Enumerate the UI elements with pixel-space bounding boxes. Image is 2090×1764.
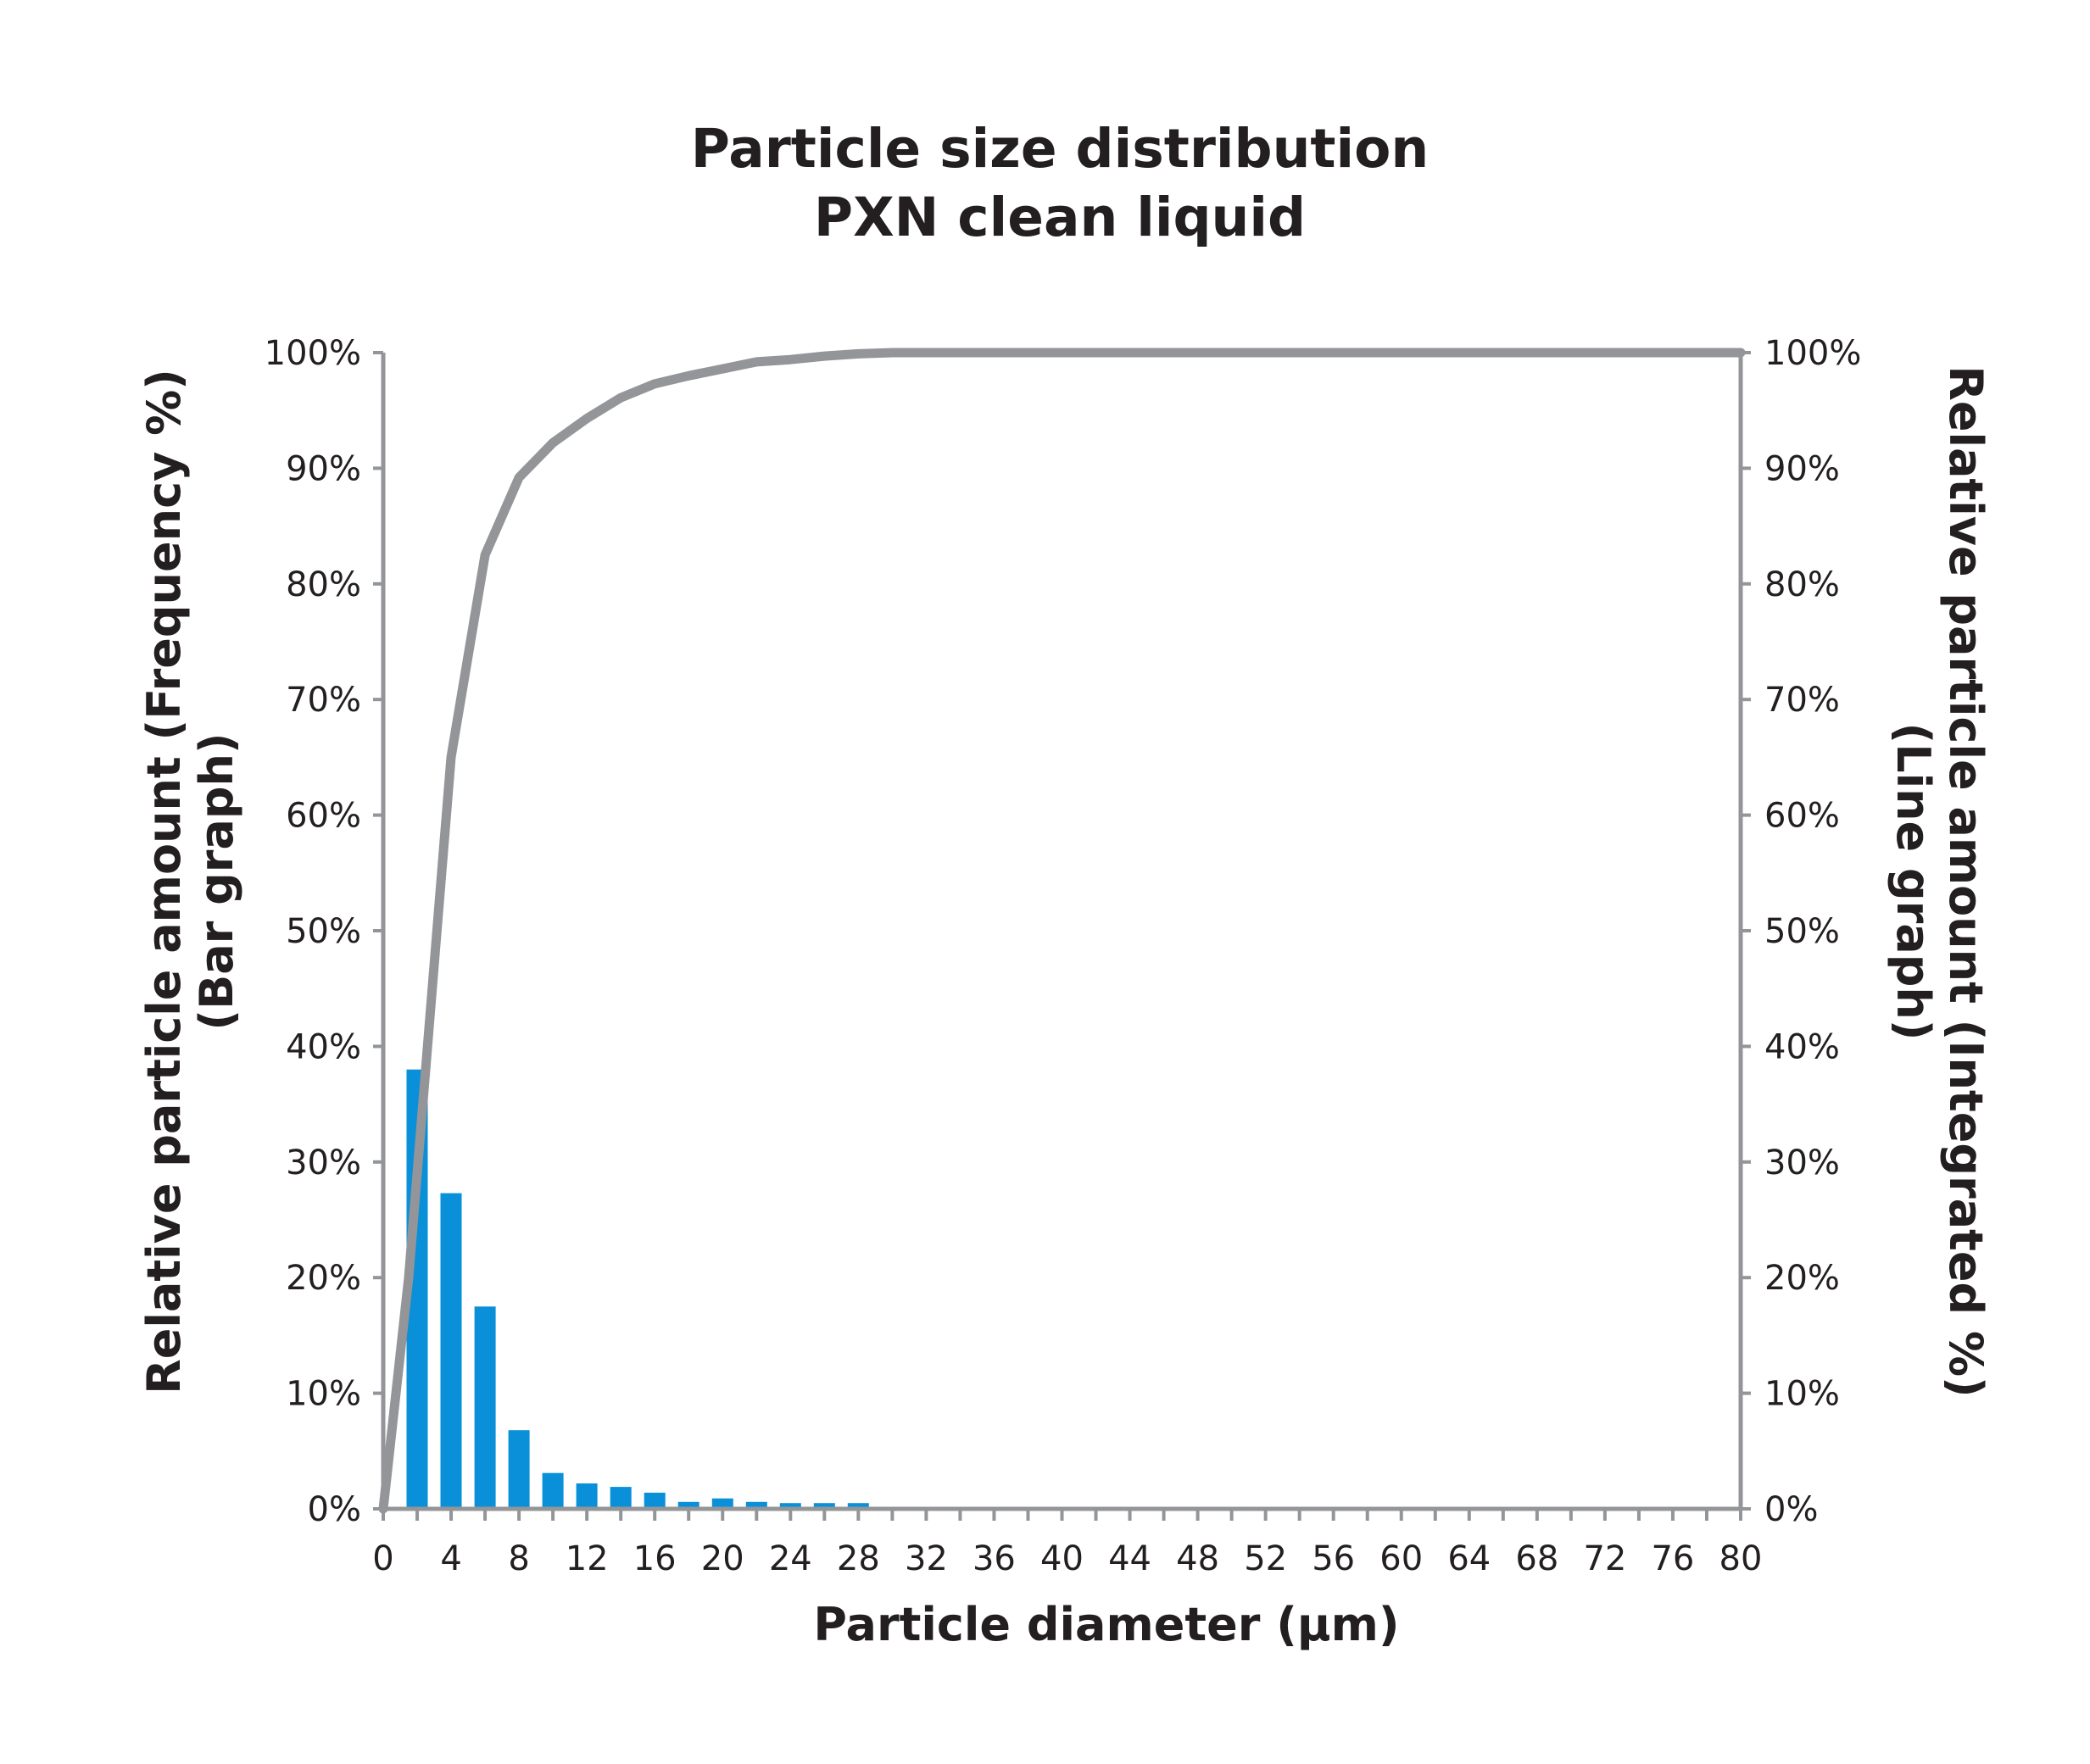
x-tick-label: 56 (1312, 1539, 1355, 1578)
left-y-tick-label: 90% (286, 449, 361, 488)
left-y-tick-label: 20% (286, 1259, 361, 1298)
right-y-tick-label: 100% (1764, 334, 1861, 373)
x-tick-label: 48 (1176, 1539, 1219, 1578)
bar (677, 1501, 699, 1509)
x-tick-label: 16 (633, 1539, 677, 1578)
x-tick-label: 40 (1040, 1539, 1084, 1578)
right-y-tick-label: 10% (1764, 1375, 1840, 1414)
bar (644, 1492, 666, 1509)
cumulative-line (378, 348, 1746, 1514)
right-axis-title-main: Relative particle amount (Integrated %) (1939, 365, 1992, 1397)
bar (779, 1503, 801, 1509)
right-y-tick-label: 50% (1764, 912, 1840, 951)
chart-title: Particle size distribution (691, 118, 1430, 180)
bar (813, 1503, 835, 1509)
right-y-tick-label: 40% (1764, 1027, 1840, 1066)
bars-layer (406, 1069, 869, 1509)
x-tick-label: 76 (1651, 1539, 1694, 1578)
bar (542, 1472, 564, 1509)
x-tick-label: 24 (769, 1539, 812, 1578)
right-axis-title: Relative particle amount (Integrated %) … (1887, 365, 1992, 1397)
x-tick-label: 0 (372, 1539, 393, 1578)
ticks-layer: 0% 0% 10% 10% 20% 20% 30% 30% 40% 40% 50% 50% 60% 60%… (265, 334, 1862, 1578)
x-tick-label: 44 (1108, 1539, 1151, 1578)
chart-subtitle: PXN clean liquid (814, 186, 1306, 248)
bar (711, 1498, 733, 1509)
x-tick-label: 4 (440, 1539, 461, 1578)
bar (474, 1306, 496, 1509)
left-y-tick-label: 60% (286, 797, 361, 836)
left-y-tick-label: 80% (286, 565, 361, 604)
x-tick-label: 60 (1379, 1539, 1423, 1578)
x-tick-label: 68 (1515, 1539, 1558, 1578)
bar (576, 1483, 598, 1509)
x-tick-label: 8 (508, 1539, 529, 1578)
bar (745, 1501, 767, 1509)
x-tick-label: 36 (973, 1539, 1016, 1578)
bar (847, 1503, 869, 1509)
line-layer (378, 348, 1746, 1514)
x-tick-label: 64 (1447, 1539, 1491, 1578)
left-y-tick-label: 40% (286, 1027, 361, 1066)
bar (440, 1193, 462, 1509)
right-y-tick-label: 90% (1764, 449, 1840, 488)
left-axis-title-sub: (Bar graph) (190, 732, 243, 1030)
x-tick-label: 12 (566, 1539, 609, 1578)
left-y-tick-label: 10% (286, 1375, 361, 1414)
left-y-tick-label: 30% (286, 1144, 361, 1182)
x-tick-label: 20 (701, 1539, 744, 1578)
x-tick-label: 80 (1719, 1539, 1763, 1578)
left-y-tick-label: 50% (286, 912, 361, 951)
right-y-tick-label: 0% (1764, 1490, 1818, 1529)
left-axis-title-main: Relative particle amount (Frequency %) (137, 369, 191, 1394)
left-y-tick-label: 100% (265, 334, 361, 373)
x-axis-title: Particle diameter (µm) (813, 1598, 1399, 1651)
axes-layer (373, 351, 1751, 1521)
right-y-tick-label: 80% (1764, 565, 1840, 604)
right-y-tick-label: 70% (1764, 681, 1840, 720)
left-y-tick-label: 0% (308, 1490, 361, 1529)
bar (610, 1487, 632, 1509)
right-axis-title-sub: (Line graph) (1887, 723, 1940, 1041)
x-tick-label: 28 (837, 1539, 880, 1578)
bar (508, 1430, 530, 1509)
x-tick-label: 52 (1244, 1539, 1287, 1578)
right-y-tick-label: 20% (1764, 1259, 1840, 1298)
left-y-tick-label: 70% (286, 681, 361, 720)
right-y-tick-label: 30% (1764, 1144, 1840, 1182)
x-tick-label: 32 (905, 1539, 948, 1578)
right-y-tick-label: 60% (1764, 797, 1840, 836)
left-axis-title: Relative particle amount (Frequency %) (… (137, 369, 243, 1394)
x-tick-label: 72 (1583, 1539, 1626, 1578)
